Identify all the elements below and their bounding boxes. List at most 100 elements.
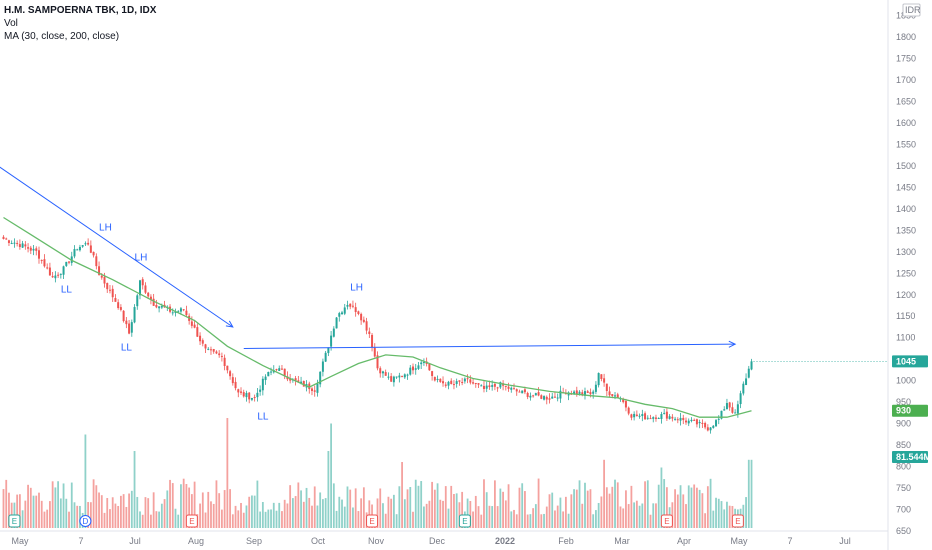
symbol-title[interactable]: H.M. SAMPOERNA TBK, 1D, IDX xyxy=(4,5,157,16)
volume-bar xyxy=(455,493,458,528)
volume-bar xyxy=(630,485,633,528)
candle-body xyxy=(231,377,234,384)
earnings-marker[interactable]: E xyxy=(185,514,198,528)
event-marker-label: E xyxy=(12,517,17,526)
volume-bar xyxy=(515,514,518,528)
candle-body xyxy=(122,310,125,322)
volume-bar xyxy=(163,499,166,528)
volume-bar xyxy=(324,498,327,528)
volume-bar xyxy=(70,482,73,528)
earnings-marker[interactable]: E xyxy=(660,514,673,528)
price-tick-label: 1750 xyxy=(896,54,916,64)
candle-body xyxy=(270,371,273,373)
volume-bar xyxy=(403,499,406,528)
price-tick-label: 1550 xyxy=(896,139,916,149)
volume-bar xyxy=(600,496,603,528)
volume-bar xyxy=(169,479,171,528)
candle-body xyxy=(663,412,666,414)
volume-bar xyxy=(343,506,346,528)
candle-body xyxy=(171,312,174,314)
candle-body xyxy=(68,261,71,263)
candle-body xyxy=(674,418,677,420)
volume-bar xyxy=(8,492,10,528)
candle-body xyxy=(491,385,494,387)
dividend-marker[interactable]: D xyxy=(79,515,92,527)
time-tick-label: Sep xyxy=(246,536,262,546)
price-tick-label: 1600 xyxy=(896,118,916,128)
candle-body xyxy=(529,395,532,398)
volume-bar xyxy=(423,506,425,528)
volume-bar xyxy=(420,481,423,528)
candle-body xyxy=(242,392,245,397)
volume-bar xyxy=(259,511,262,528)
earnings-marker[interactable]: E xyxy=(731,514,744,528)
volume-bar xyxy=(660,467,663,528)
candle-body xyxy=(220,355,223,357)
volume-bar xyxy=(114,503,117,528)
candle-body xyxy=(559,390,562,399)
volume-bar xyxy=(540,514,543,528)
candle-body xyxy=(259,389,262,392)
volume-bar xyxy=(68,511,70,528)
price-tick-label: 1200 xyxy=(896,290,916,300)
candle-body xyxy=(117,302,120,309)
candle-body xyxy=(583,391,586,396)
candle-body xyxy=(16,242,19,244)
candle-body xyxy=(7,240,10,243)
candle-body xyxy=(193,324,196,328)
candle-body xyxy=(76,249,79,251)
moving-average-indicator-label[interactable]: MA (30, close, 200, close) xyxy=(4,31,120,42)
candle-body xyxy=(444,384,447,386)
volume-bar xyxy=(524,491,526,528)
volume-bar xyxy=(122,494,125,528)
candle-body xyxy=(5,238,8,240)
volume-bar xyxy=(436,483,439,528)
volume-bar xyxy=(341,499,343,528)
volume-bar xyxy=(750,459,753,528)
candle-body xyxy=(685,420,687,423)
volume-bar xyxy=(663,479,666,528)
volume-bar xyxy=(229,489,231,528)
volume-bar xyxy=(87,502,90,528)
candle-body xyxy=(297,380,300,382)
candle-body xyxy=(89,245,92,253)
volume-bar xyxy=(649,514,652,528)
volume-bar xyxy=(283,499,286,528)
candle-body xyxy=(472,382,475,384)
candle-body xyxy=(627,407,630,414)
earnings-marker[interactable]: E xyxy=(366,514,379,528)
volume-bar xyxy=(428,500,431,528)
candle-body xyxy=(420,362,423,365)
volume-bar xyxy=(291,498,294,528)
earnings-marker-box xyxy=(731,514,744,528)
volume-bar xyxy=(564,496,567,528)
volume-bar xyxy=(316,505,319,528)
candle-body xyxy=(92,251,95,256)
volume-indicator-label[interactable]: Vol xyxy=(4,18,18,29)
volume-bar xyxy=(150,514,152,528)
volume-bar xyxy=(256,480,259,528)
candle-body xyxy=(21,243,24,248)
volume-bar xyxy=(595,510,597,528)
candle-body xyxy=(654,417,657,419)
volume-bar xyxy=(313,486,316,528)
volume-bar xyxy=(715,497,717,528)
earnings-marker[interactable]: E xyxy=(8,514,21,528)
candle-body xyxy=(693,419,696,421)
volume-bar xyxy=(578,480,581,528)
time-tick-label: Apr xyxy=(677,536,691,546)
earnings-marker[interactable]: E xyxy=(458,514,471,528)
volume-bar xyxy=(554,510,556,528)
candle-body xyxy=(234,381,237,389)
candle-body xyxy=(482,385,485,389)
price-tick-label: 950 xyxy=(896,397,911,407)
volume-bar xyxy=(433,489,436,528)
candle-body xyxy=(728,402,731,408)
candle-body xyxy=(354,307,357,312)
candle-body xyxy=(543,396,546,400)
volume-bar xyxy=(51,481,54,528)
candle-body xyxy=(32,248,35,251)
moving-average-tag xyxy=(892,404,928,417)
candle-body xyxy=(731,407,734,413)
